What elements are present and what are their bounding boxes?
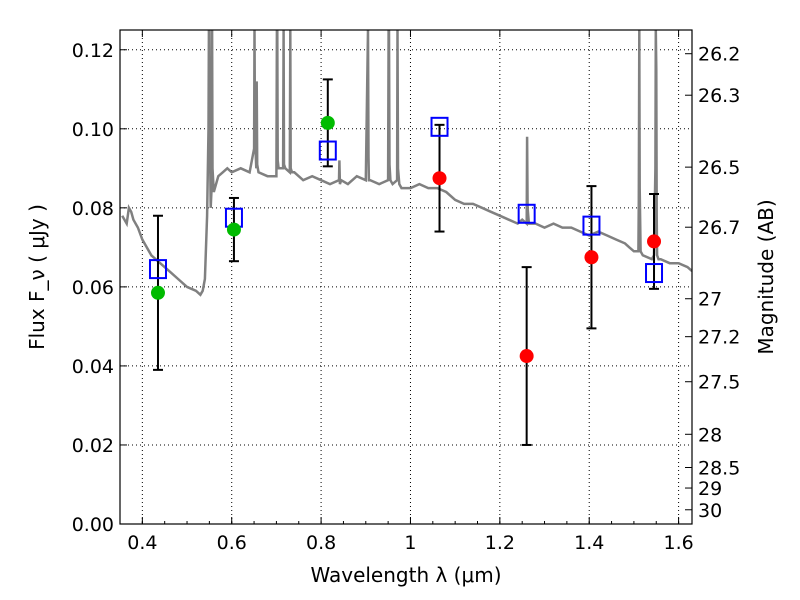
x-tick-label: 0.4: [127, 532, 157, 554]
x-tick-label: 0.6: [217, 532, 247, 554]
y-tick-label: 0.04: [72, 356, 114, 378]
right-tick-label: 30: [698, 500, 722, 522]
x-tick-label: 1: [404, 532, 416, 554]
y-tick-label: 0.10: [72, 119, 114, 141]
x-tick-label: 1.4: [574, 532, 604, 554]
model-square-marker: [645, 263, 664, 284]
model-spectrum-line: [121, 30, 692, 297]
observed-circle-marker: [226, 222, 241, 237]
x-axis-title: Wavelength λ (μm): [310, 563, 501, 587]
model-square-marker: [318, 140, 337, 161]
right-tick-label: 29: [698, 478, 722, 500]
y-tick-label: 0.00: [72, 514, 114, 536]
observed-circle-marker: [320, 115, 335, 130]
x-tick-label: 0.8: [306, 532, 336, 554]
y-tick-label: 0.12: [72, 40, 114, 62]
right-tick-label: 27.2: [698, 327, 740, 349]
y-tick-label: 0.08: [72, 198, 114, 220]
grid-lines: [120, 30, 692, 524]
model-square-marker: [430, 116, 449, 137]
model-square-marker: [148, 259, 167, 280]
x-tick-label: 1.2: [485, 532, 515, 554]
data-markers: [148, 115, 664, 364]
y-tick-label: 0.06: [72, 277, 114, 299]
observed-circle-marker: [519, 349, 534, 364]
observed-circle-marker: [647, 234, 662, 249]
y-axis-ticks: 0.00 0.02 0.04 0.06 0.08 0.10 0.12: [72, 40, 127, 536]
observed-circle-marker: [584, 250, 599, 265]
right-tick-label: 28: [698, 424, 722, 446]
right-tick-label: 26.5: [698, 157, 740, 179]
model-square-marker: [517, 203, 536, 224]
right-tick-label: 26.7: [698, 217, 740, 239]
model-square-marker: [582, 215, 601, 236]
right-axis-title: Magnitude (AB): [754, 199, 778, 354]
observed-circle-marker: [432, 171, 447, 186]
plot-frame: [119, 29, 693, 525]
right-tick-label: 28.5: [698, 457, 740, 479]
right-tick-label: 26.2: [698, 44, 740, 66]
y-axis-title: Flux F_ν ( μJy ): [25, 204, 49, 350]
right-tick-label: 27.5: [698, 372, 740, 394]
x-axis-ticks: 0.4 0.6 0.8 1 1.2 1.4 1.6: [119, 30, 694, 554]
plot-area: [121, 30, 692, 446]
y-tick-label: 0.02: [72, 435, 114, 457]
observed-circle-marker: [150, 285, 165, 300]
x-tick-label: 1.6: [663, 532, 693, 554]
right-tick-label: 26.3: [698, 85, 740, 107]
right-tick-label: 27: [698, 289, 722, 311]
